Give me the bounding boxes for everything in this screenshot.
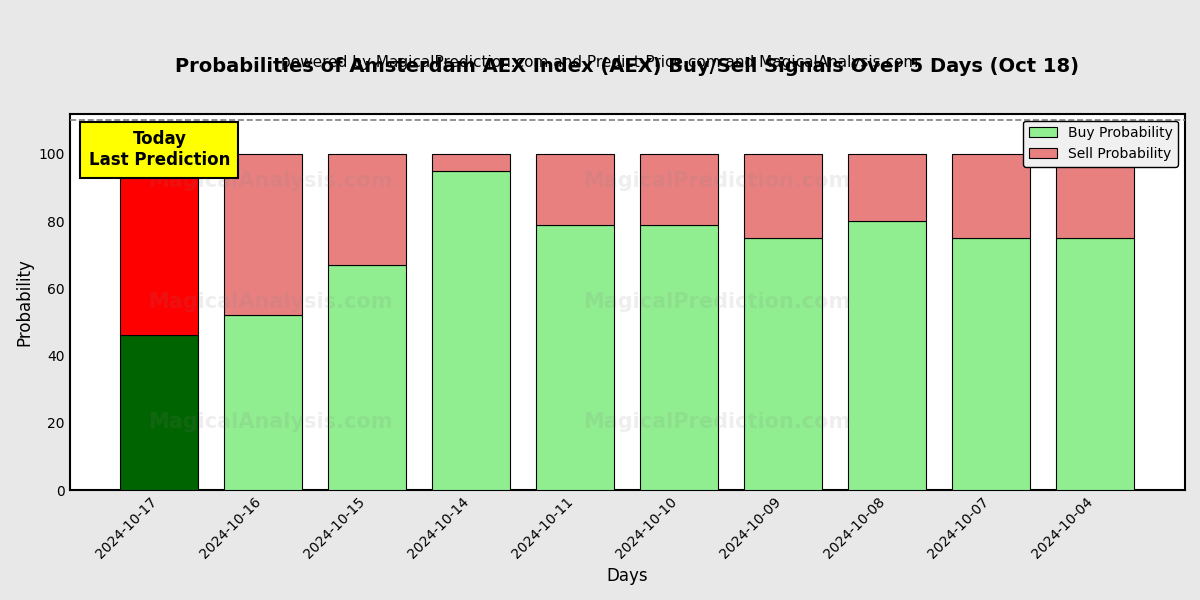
Bar <box>432 154 510 171</box>
Bar <box>641 154 719 224</box>
Bar <box>224 315 302 490</box>
Bar <box>329 154 407 265</box>
Bar <box>848 154 926 221</box>
Bar <box>536 154 614 224</box>
Text: powered by MagicalPrediction.com and Predict-Price.com and MagicalAnalysis.com: powered by MagicalPrediction.com and Pre… <box>281 55 919 70</box>
Legend: Buy Probability, Sell Probability: Buy Probability, Sell Probability <box>1024 121 1178 167</box>
Text: MagicalAnalysis.com: MagicalAnalysis.com <box>149 292 392 312</box>
Bar <box>1056 238 1134 490</box>
Bar <box>224 154 302 315</box>
Bar <box>1056 154 1134 238</box>
X-axis label: Days: Days <box>606 567 648 585</box>
Text: MagicalPrediction.com: MagicalPrediction.com <box>583 412 851 432</box>
Bar <box>432 171 510 490</box>
Bar <box>329 265 407 490</box>
Y-axis label: Probability: Probability <box>14 258 34 346</box>
Bar <box>953 238 1031 490</box>
Bar <box>641 224 719 490</box>
Bar <box>848 221 926 490</box>
Title: Probabilities of Amsterdam AEX Index (AEX) Buy/Sell Signals Over 5 Days (Oct 18): Probabilities of Amsterdam AEX Index (AE… <box>175 57 1079 76</box>
Bar <box>120 154 198 335</box>
Text: MagicalAnalysis.com: MagicalAnalysis.com <box>149 172 392 191</box>
Bar <box>953 154 1031 238</box>
Text: MagicalAnalysis.com: MagicalAnalysis.com <box>149 412 392 432</box>
Bar <box>120 335 198 490</box>
Bar <box>536 224 614 490</box>
Text: Today
Last Prediction: Today Last Prediction <box>89 130 230 169</box>
Bar <box>744 238 822 490</box>
Text: MagicalPrediction.com: MagicalPrediction.com <box>583 292 851 312</box>
Text: MagicalPrediction.com: MagicalPrediction.com <box>583 172 851 191</box>
Bar <box>744 154 822 238</box>
